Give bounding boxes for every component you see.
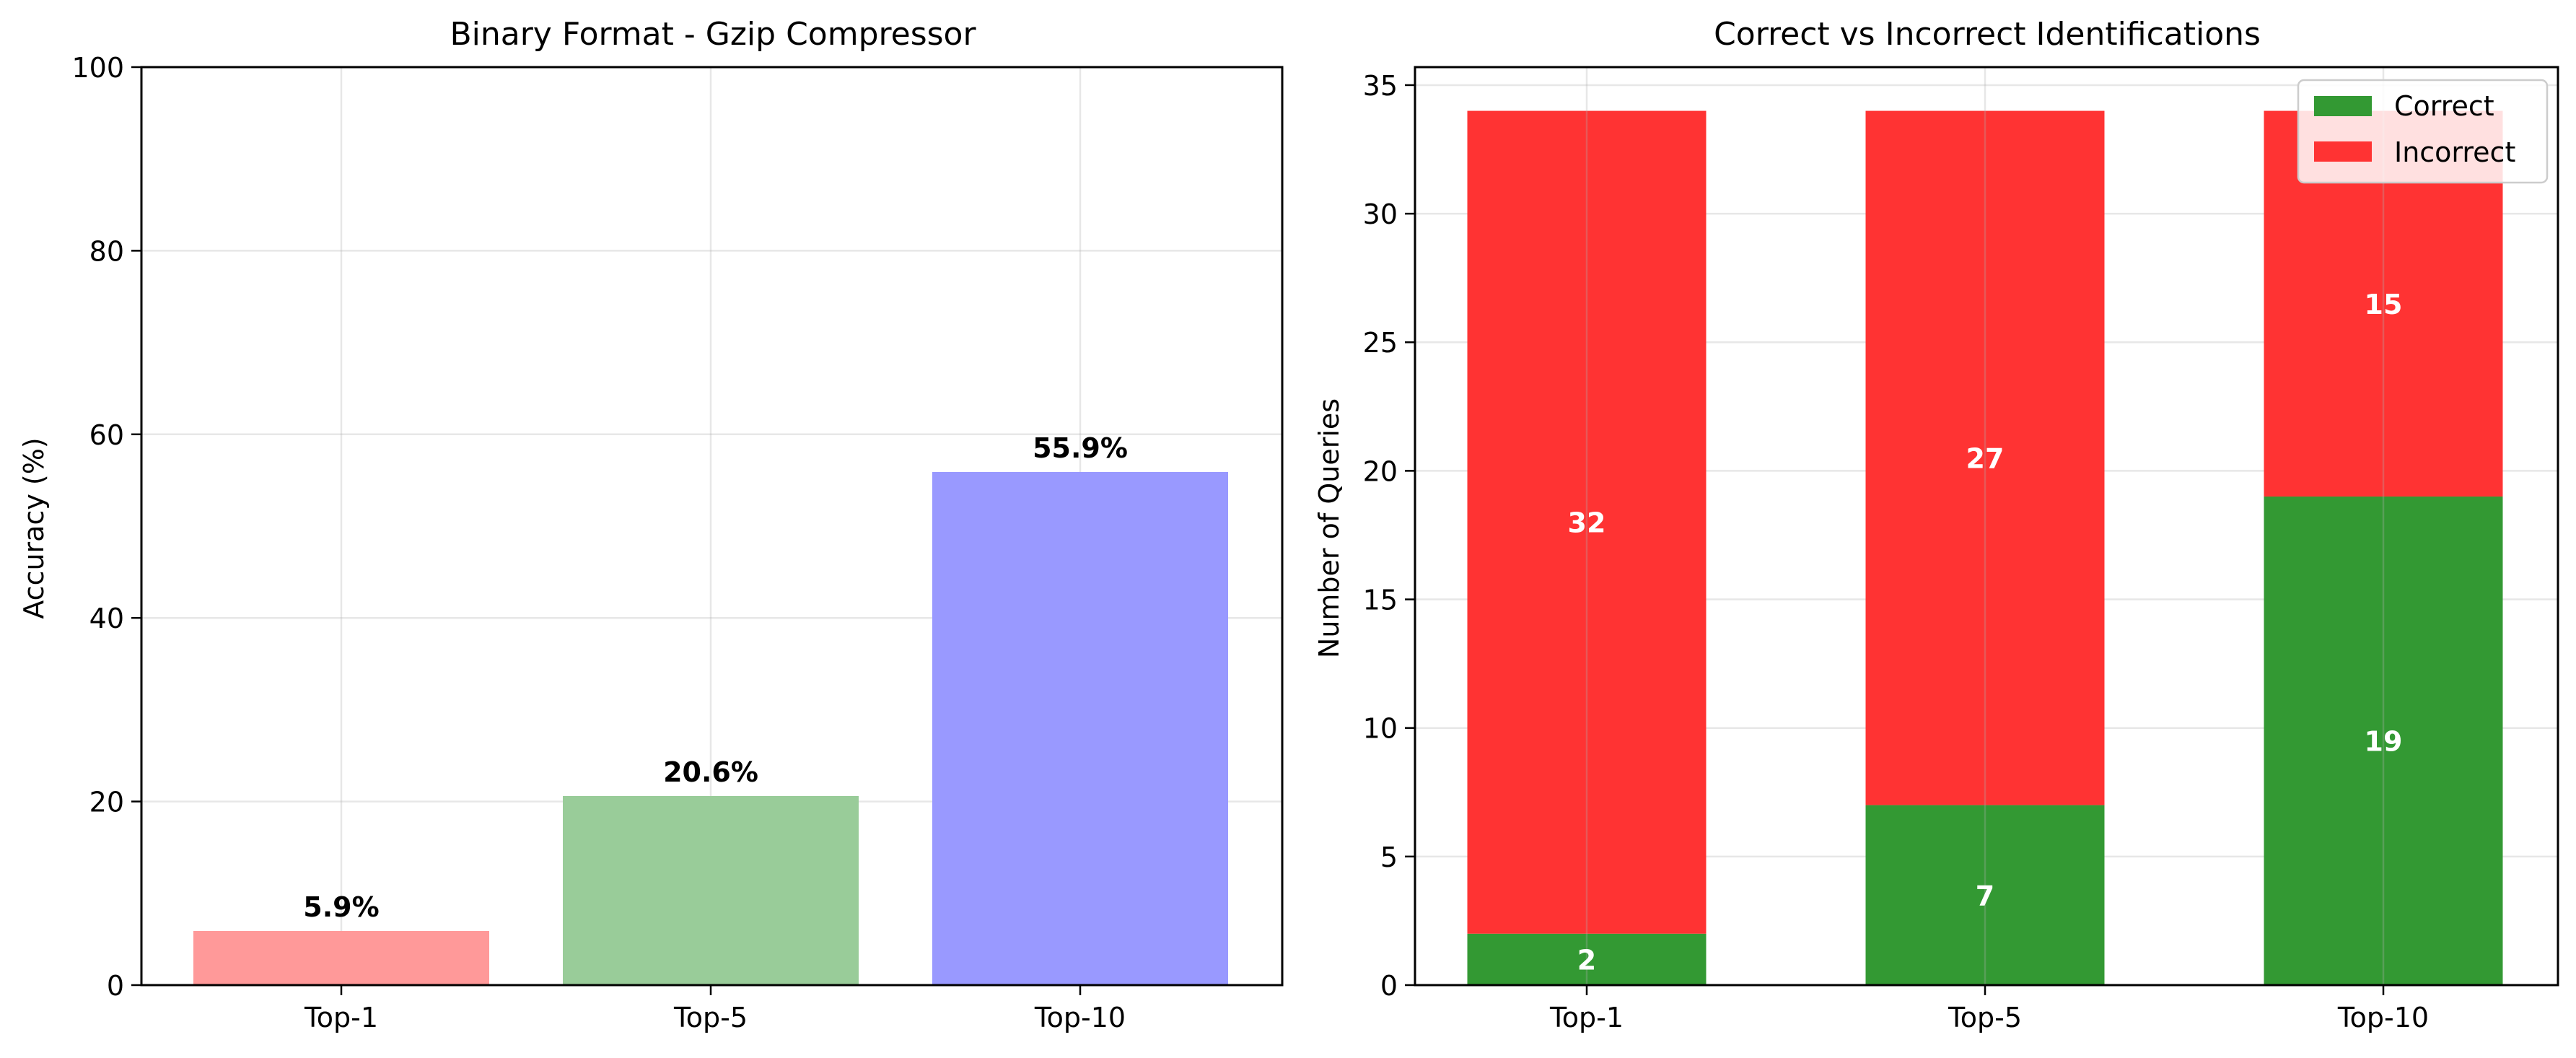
identifications-chart-x-ticks: Top-1 Top-5 Top-10 [1549,985,2429,1033]
y-tick-label: 5 [1380,841,1398,873]
bar-top-10 [932,471,1228,985]
y-tick-label: 80 [89,235,124,267]
identifications-chart-title: Correct vs Incorrect Identifications [1714,16,2261,53]
legend-label-correct: Correct [2394,90,2494,122]
y-tick-label: 30 [1363,198,1398,230]
x-tick-label-top-5: Top-5 [673,1002,748,1033]
data-label-incorrect-top-1: 32 [1568,507,1606,539]
y-tick-label: 20 [1363,455,1398,487]
y-tick-label: 15 [1363,585,1398,616]
data-label-top-1: 5.9% [303,891,379,923]
accuracy-chart-y-axis-label: Accuracy (%) [18,437,50,618]
bar-correct-top-5 [1865,805,2105,985]
data-label-correct-top-1: 2 [1577,944,1596,976]
bar-top-1 [193,930,489,985]
accuracy-chart-bars [193,471,1228,985]
legend-swatch-incorrect [2314,141,2372,162]
accuracy-chart-x-ticks: Top-1 Top-5 Top-10 [304,985,1126,1033]
identifications-chart-data-labels: 2 32 7 27 19 15 [1568,289,2403,976]
bar-correct-top-10 [2264,497,2503,985]
data-label-correct-top-10: 19 [2365,726,2403,758]
accuracy-chart: Binary Format - Gzip Compressor Accuracy… [18,16,1284,1033]
identifications-chart-y-ticks: 0 5 10 15 20 25 30 35 [1363,70,1415,1002]
identifications-chart-legend: Correct Incorrect [2297,79,2549,184]
y-tick-label: 25 [1363,327,1398,359]
x-tick-label-top-1: Top-1 [1549,1002,1624,1033]
data-label-top-10: 55.9% [1033,432,1128,464]
legend-swatch-correct [2314,96,2372,116]
y-tick-label: 0 [107,970,124,1002]
x-tick-label-top-5: Top-5 [1948,1002,2022,1033]
data-label-incorrect-top-5: 27 [1966,443,2005,475]
bar-incorrect-top-1 [1467,110,1707,934]
accuracy-chart-y-ticks: 0 20 40 60 80 100 [71,52,141,1002]
x-tick-label-top-1: Top-1 [304,1002,378,1033]
y-tick-label: 35 [1363,70,1398,102]
bar-incorrect-top-5 [1865,110,2105,805]
y-tick-label: 10 [1363,713,1398,745]
identifications-chart: Correct vs Incorrect Identifications Num… [1313,16,2559,1033]
accuracy-chart-title: Binary Format - Gzip Compressor [450,16,976,53]
y-tick-label: 20 [89,787,124,818]
y-tick-label: 0 [1380,970,1398,1002]
bar-correct-top-1 [1467,933,1707,985]
identifications-chart-bars [1467,67,2503,985]
y-tick-label: 40 [89,603,124,634]
data-label-incorrect-top-10: 15 [2365,289,2403,320]
x-tick-label-top-10: Top-10 [2337,1002,2429,1033]
identifications-chart-y-axis-label: Number of Queries [1313,398,1345,658]
data-label-correct-top-5: 7 [1976,880,1994,911]
legend-label-incorrect: Incorrect [2394,136,2515,168]
identifications-chart-plot-frame [1414,66,2559,987]
y-tick-label: 100 [71,52,124,84]
data-label-top-5: 20.6% [663,756,758,788]
bar-top-5 [563,795,859,985]
y-tick-label: 60 [89,419,124,451]
accuracy-chart-data-labels: 5.9% 20.6% 55.9% [303,432,1128,923]
accuracy-chart-plot-frame [140,66,1284,987]
x-tick-label-top-10: Top-10 [1034,1002,1126,1033]
